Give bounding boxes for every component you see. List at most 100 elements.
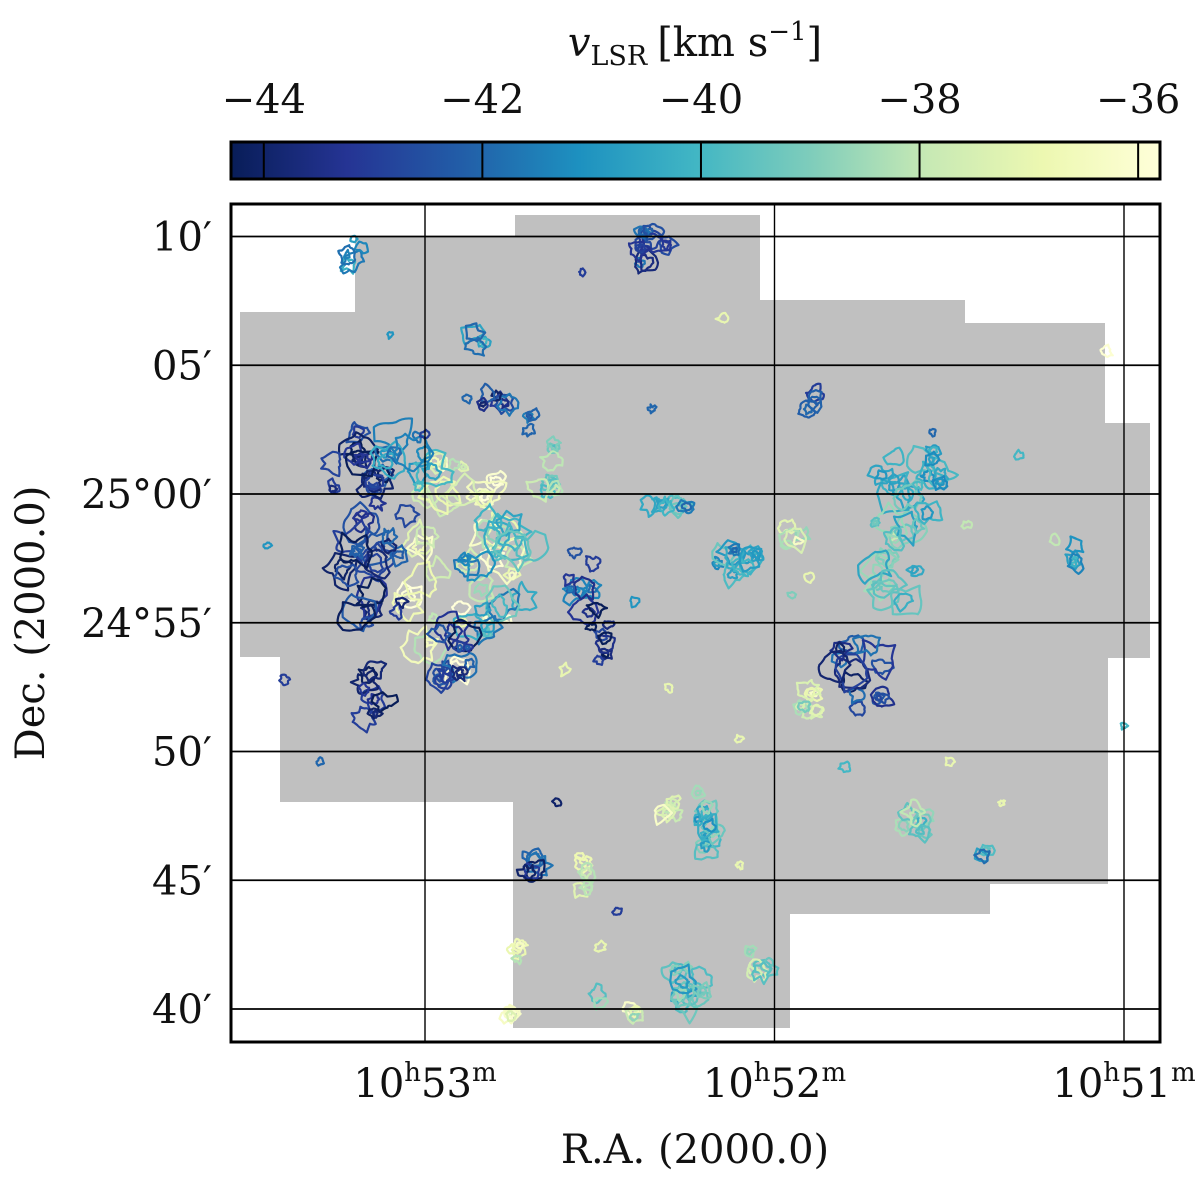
contour	[475, 489, 495, 508]
colorbar	[229, 140, 1162, 181]
clump	[653, 794, 684, 826]
y-axis-label: Dec. (2000.0)	[8, 486, 54, 761]
contour	[399, 625, 439, 665]
contour	[730, 557, 755, 578]
contour	[675, 499, 696, 515]
clump	[525, 435, 564, 503]
contour	[357, 665, 379, 685]
clump	[817, 634, 897, 717]
clump	[894, 798, 935, 844]
contour	[657, 495, 675, 517]
contour	[580, 866, 593, 880]
speck-contour	[551, 797, 563, 808]
speck-contour	[558, 661, 572, 678]
ra-tick-labels: 10h53m 10h52m 10h51m	[353, 1058, 1195, 1107]
contour	[343, 442, 364, 466]
contour	[882, 446, 905, 467]
survey-coverage-area	[240, 215, 1150, 1028]
contour	[848, 700, 866, 717]
speck-contour	[1099, 343, 1114, 358]
contour	[562, 573, 575, 588]
contour	[492, 529, 532, 573]
contour	[345, 421, 372, 444]
clump	[476, 382, 520, 417]
contour	[674, 974, 690, 989]
contour	[702, 817, 717, 833]
contour	[466, 479, 508, 511]
contour	[731, 546, 738, 554]
contour	[490, 593, 509, 619]
clump	[587, 982, 609, 1011]
contour	[455, 546, 482, 574]
speck-contour	[803, 571, 816, 584]
colorbar-tick-label: −40	[659, 77, 743, 123]
contour	[473, 582, 489, 598]
contour	[337, 431, 379, 469]
colorbar-tick-label: −44	[222, 77, 306, 123]
contour	[380, 537, 398, 555]
contour	[857, 549, 893, 585]
contour	[433, 493, 463, 518]
contour	[573, 855, 589, 874]
contour	[483, 520, 513, 554]
contour	[424, 555, 452, 582]
contour	[429, 456, 440, 467]
contour	[915, 824, 925, 835]
contour	[907, 822, 931, 844]
contour	[694, 789, 703, 797]
speck-contour	[928, 427, 937, 438]
contour	[848, 686, 866, 705]
speck-contour	[786, 590, 798, 600]
contour	[581, 578, 603, 600]
contour	[1066, 552, 1085, 575]
speck-contour	[1013, 448, 1025, 461]
contour	[343, 248, 351, 260]
velocity-contours	[262, 222, 1130, 1025]
contour	[669, 797, 679, 807]
contour	[450, 664, 469, 683]
contour	[456, 643, 463, 652]
contour	[355, 542, 395, 583]
contour	[592, 654, 605, 666]
contour	[336, 601, 377, 632]
contour	[510, 954, 523, 966]
contour	[504, 1010, 518, 1023]
ra-tick-label: 10h53m	[353, 1058, 496, 1107]
contour	[874, 547, 900, 569]
contour	[440, 472, 480, 507]
contour	[639, 253, 655, 272]
contour	[871, 569, 908, 599]
contour	[484, 584, 521, 624]
contour	[539, 450, 564, 472]
clump	[584, 601, 616, 666]
contour	[363, 548, 391, 580]
contour	[912, 480, 925, 491]
contour	[515, 863, 537, 881]
contour	[452, 558, 481, 578]
contour	[349, 668, 380, 695]
contour	[508, 571, 517, 581]
contour	[344, 449, 380, 478]
contour	[661, 807, 674, 820]
contour	[696, 985, 708, 998]
contour	[328, 484, 339, 495]
contour	[398, 518, 433, 558]
dec-tick-label: 45′	[152, 858, 212, 904]
contour	[473, 601, 492, 617]
dec-tick-label: 50′	[152, 730, 212, 776]
contour	[924, 450, 941, 467]
contour	[338, 249, 366, 275]
contour	[700, 799, 715, 816]
contour	[389, 544, 409, 568]
clump	[711, 539, 765, 590]
contour	[405, 534, 434, 563]
contour	[413, 628, 449, 666]
clump	[321, 463, 421, 633]
clump	[797, 382, 825, 419]
clump	[973, 843, 996, 865]
speck-contour	[734, 860, 745, 871]
contour	[805, 686, 816, 699]
contour	[574, 852, 585, 861]
x-axis-label: R.A. (2000.0)	[561, 1127, 829, 1173]
contour	[797, 399, 819, 419]
